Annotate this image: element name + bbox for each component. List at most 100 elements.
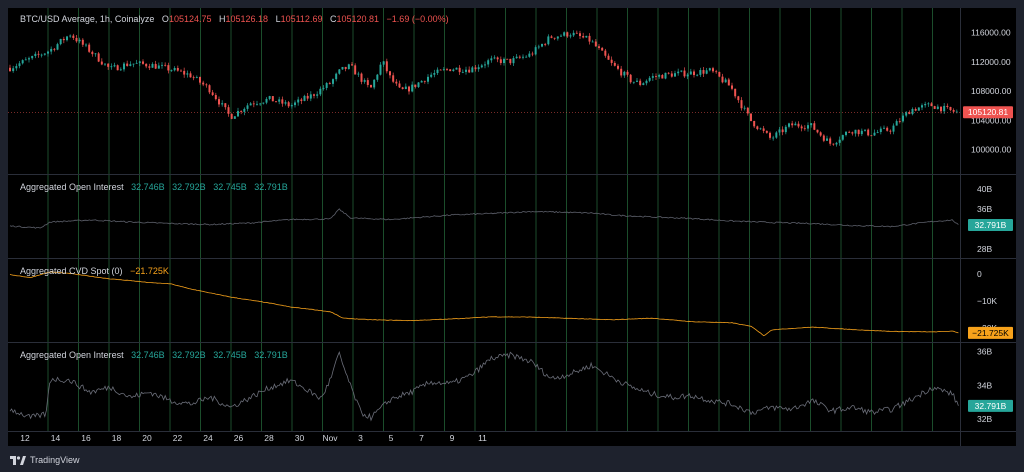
candle-body [161, 64, 163, 66]
candle-body [943, 105, 946, 112]
candle-body [784, 126, 787, 133]
candle-body [104, 63, 106, 65]
candle-body [566, 32, 569, 37]
candle-body [575, 32, 578, 34]
candle-body [601, 47, 604, 51]
candle-body [727, 79, 730, 86]
candle-body [433, 73, 436, 75]
candle-body [883, 127, 885, 129]
oi-title-2[interactable]: Aggregated Open Interest [20, 350, 124, 360]
candle-body [620, 68, 623, 76]
time-axis-tick: 26 [234, 433, 244, 443]
candle-body [465, 69, 467, 72]
cvd-title[interactable]: Aggregated CVD Spot (0) [20, 266, 123, 276]
candle-body [69, 35, 72, 37]
candle-body [607, 55, 610, 60]
candle-body [905, 112, 908, 116]
tradingview-logo-icon [10, 455, 26, 465]
time-axis-tick: Nov [322, 433, 338, 443]
oi-value-1c: 32.745B [213, 182, 247, 192]
candle-body [268, 96, 271, 99]
candle-body [471, 67, 474, 73]
cvd-pane-series-line [9, 271, 959, 337]
oi-pane-2-last-label: 32.791B [975, 401, 1007, 411]
candle-body [699, 70, 702, 75]
time-axis-tick: 11 [478, 433, 487, 443]
oi-title-1[interactable]: Aggregated Open Interest [20, 182, 124, 192]
candle-body [487, 60, 490, 65]
candle-body [183, 70, 186, 75]
candle-body [525, 56, 528, 58]
candle-body [563, 32, 566, 36]
ohlc-low: L105112.69 [275, 14, 323, 24]
candle-body [746, 107, 749, 114]
candle-body [835, 142, 838, 145]
candle-body [610, 59, 613, 63]
candle-body [598, 46, 600, 48]
candle-body [164, 64, 167, 66]
candle-body [534, 47, 537, 55]
candle-body [97, 53, 100, 62]
candle-body [458, 67, 461, 73]
candle-body [803, 128, 806, 130]
oi-pane-2-axis-tick: 36B [977, 347, 992, 357]
candle-body [110, 66, 113, 68]
candle-body [313, 94, 315, 96]
candle-body [788, 123, 790, 127]
candle-body [702, 70, 705, 74]
candle-body [791, 123, 794, 126]
candle-body [480, 65, 483, 68]
chart-svg[interactable]: 116000.00 112000.00 108000.00 104000.00 1000… [8, 8, 1016, 446]
candle-body [338, 69, 341, 74]
candle-body [78, 39, 81, 42]
candle-body [848, 131, 851, 133]
candle-body [449, 69, 452, 72]
candle-body [126, 63, 129, 66]
ohlc-change: −1.69 (−0.00%) [386, 14, 449, 24]
candle-body [72, 35, 75, 38]
candle-body [924, 103, 927, 106]
time-axis-tick: 12 [20, 433, 30, 443]
candle-body [9, 67, 11, 72]
candle-body [781, 129, 784, 133]
oi-value-2c: 32.745B [213, 350, 247, 360]
candle-body [430, 74, 433, 77]
candle-body [936, 106, 939, 109]
candle-body [902, 115, 904, 122]
candle-body [797, 123, 800, 127]
cvd-value: −21.725K [130, 266, 169, 276]
chart-area[interactable]: 116000.00 112000.00 108000.00 104000.00 1000… [8, 8, 1016, 446]
candle-body [40, 54, 43, 56]
candle-body [661, 75, 664, 79]
candle-body [208, 85, 211, 93]
candle-body [316, 94, 319, 96]
candle-body [639, 80, 642, 85]
oi-pane-1-last-label: 32.791B [975, 220, 1007, 230]
candle-body [854, 129, 857, 134]
candle-body [151, 63, 154, 68]
cvd-pane-last-badge [968, 326, 1013, 339]
candle-body [233, 116, 236, 119]
candle-body [142, 61, 144, 64]
candle-body [15, 66, 18, 69]
candle-body [154, 63, 157, 69]
candle-body [395, 81, 398, 84]
tradingview-footer[interactable]: TradingView [10, 455, 80, 465]
candle-body [522, 56, 524, 58]
candle-body [211, 92, 214, 96]
candle-body [794, 123, 797, 126]
candle-body [670, 73, 673, 77]
candle-body [132, 63, 135, 65]
candle-body [655, 76, 657, 77]
candle-body [37, 53, 40, 55]
time-axis-tick: 18 [112, 433, 122, 443]
candle-body [537, 46, 540, 48]
candle-body [173, 67, 176, 71]
candle-body [129, 64, 132, 66]
candle-body [420, 80, 423, 83]
symbol-label[interactable]: BTC/USD Average, 1h, Coinalyze [20, 14, 155, 24]
candle-body [306, 95, 309, 99]
candle-body [816, 129, 819, 133]
price-legend: BTC/USD Average, 1h, Coinalyze O105124.7… [20, 14, 454, 24]
candle-body [750, 113, 752, 121]
